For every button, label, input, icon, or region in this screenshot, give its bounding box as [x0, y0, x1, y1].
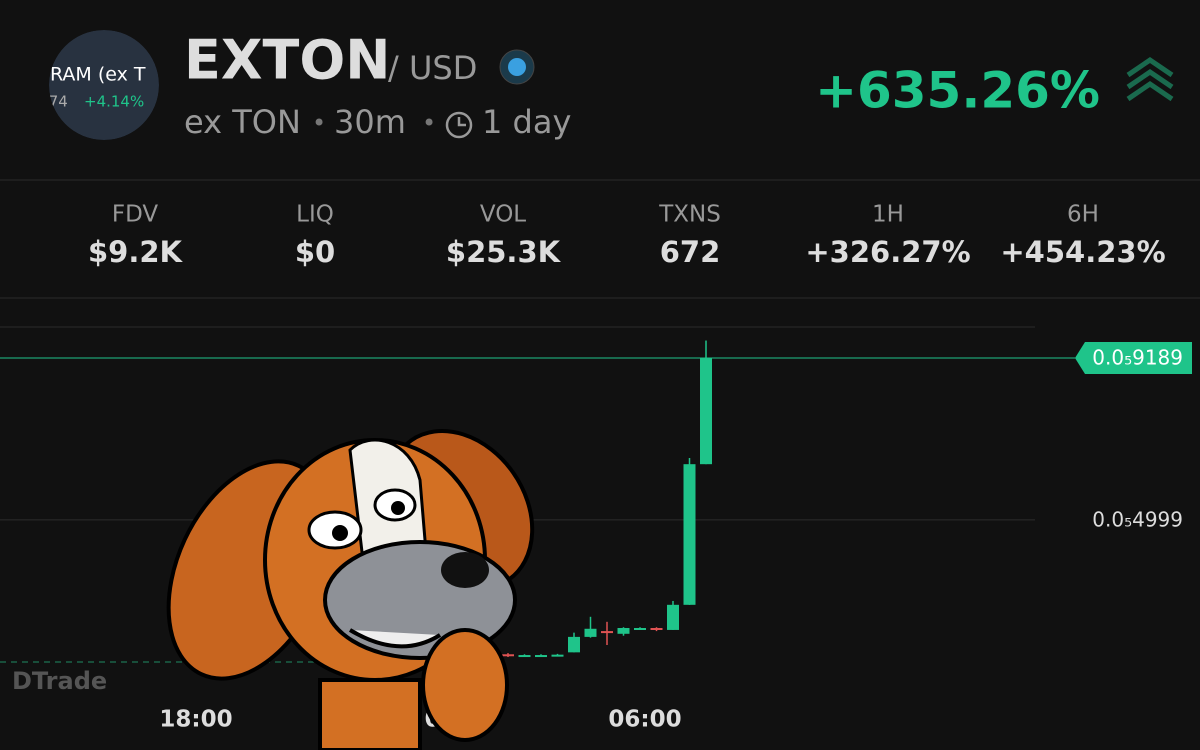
stat-value: +454.23%	[1000, 235, 1165, 269]
stats-row: FDV $9.2K LIQ $0 VOL $25.3K TXNS 672 1H +326.27% 6…	[88, 202, 1166, 270]
candle-body	[667, 604, 679, 630]
price-change: +635.26%	[815, 62, 1100, 120]
candle-body	[551, 654, 564, 657]
stat-label: TXNS	[658, 202, 721, 228]
stat-value: +326.27%	[805, 235, 970, 269]
avatar-change: +4.14%	[84, 93, 144, 111]
clock-hands	[457, 117, 466, 127]
avatar: RAM (ex T .74 +4.14%	[44, 30, 159, 140]
chart: 0.0₅9189 0.0₅4999	[0, 340, 1192, 658]
quote: / USD	[388, 49, 477, 87]
stat-label: FDV	[112, 202, 159, 228]
price-label-box	[1075, 341, 1192, 374]
candle-body	[617, 628, 630, 634]
clock-icon	[445, 111, 473, 139]
symbol: EXTON	[184, 29, 390, 92]
y-tick-label: 0.0₅4999	[1092, 507, 1183, 531]
x-tick-label: 06:00	[608, 707, 681, 733]
avatar-bg	[49, 30, 159, 140]
interval: 30m	[334, 103, 406, 141]
avatar-price: .74	[44, 93, 68, 111]
stat-label: 6H	[1067, 202, 1099, 228]
candle-body	[568, 636, 580, 653]
candle-body	[584, 628, 597, 637]
candle-body	[518, 655, 531, 658]
x-tick-label: 18:00	[159, 707, 232, 733]
watermark: DTrade	[12, 667, 107, 695]
y-tick-label: 0.0₅9189	[1092, 345, 1183, 369]
candle-body	[535, 655, 547, 658]
age: 1 day	[482, 103, 571, 141]
token-name: ex TON	[184, 103, 301, 141]
candle-body	[700, 357, 712, 465]
stat-value: 672	[660, 235, 721, 269]
stat-value: $9.2K	[88, 235, 184, 269]
candle-body	[601, 631, 613, 634]
separator: •	[312, 109, 326, 137]
stat-value: $0	[295, 235, 335, 269]
stat-label: LIQ	[296, 202, 334, 228]
avatar-name: RAM (ex T	[50, 64, 146, 86]
candle-body	[634, 628, 646, 630]
stat-label: 1H	[872, 202, 904, 228]
stat-value: $25.3K	[446, 235, 562, 269]
candle-body	[502, 654, 514, 657]
dog-sticker	[166, 429, 535, 750]
trend-icon	[1126, 56, 1174, 102]
chain-icon-planet	[508, 58, 526, 76]
stat-label: VOL	[480, 202, 526, 228]
separator: •	[422, 109, 436, 137]
candle-body	[683, 464, 696, 605]
candle-body	[650, 628, 663, 630]
